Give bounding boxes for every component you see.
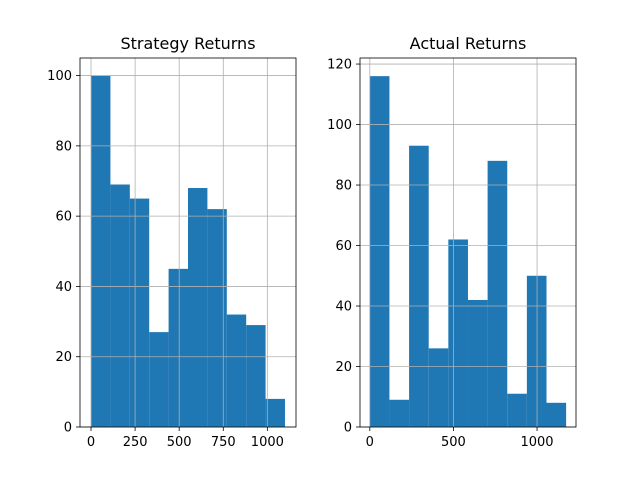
y-tick-label: 0 — [344, 421, 352, 436]
x-tick-label: 750 — [211, 435, 236, 450]
histogram-bar — [507, 393, 527, 427]
histogram-bar — [546, 402, 567, 427]
y-tick-label: 100 — [327, 118, 352, 133]
histogram-bar — [369, 76, 390, 428]
histogram-bar — [428, 348, 449, 427]
histogram-bar — [389, 399, 410, 427]
chart-title: Strategy Returns — [120, 34, 255, 53]
histogram-bar — [188, 188, 208, 427]
x-tick-label: 500 — [167, 435, 192, 450]
y-tick-label: 80 — [55, 139, 72, 154]
bars — [369, 76, 567, 428]
x-axis-ticks: 0 500 1000 — [366, 427, 554, 450]
y-tick-label: 80 — [335, 179, 352, 194]
y-axis-ticks: 0 20 40 60 80 100 — [47, 69, 80, 436]
histogram-bar — [448, 239, 468, 427]
y-tick-label: 40 — [55, 280, 72, 295]
histogram-bar — [168, 268, 188, 427]
x-axis-ticks: 0 250 500 750 1000 — [87, 427, 284, 450]
histogram-bar — [226, 314, 247, 427]
y-axis-ticks: 0 20 40 60 80 100 120 — [327, 58, 360, 436]
y-tick-label: 20 — [55, 350, 72, 365]
histogram-bar — [265, 398, 285, 427]
x-tick-label: 500 — [441, 435, 466, 450]
y-tick-label: 40 — [335, 300, 352, 315]
actual-returns-histogram: Actual Returns 0 500 1000 0 20 40 60 80 100 120 — [327, 34, 577, 450]
gridlines — [360, 58, 576, 428]
y-tick-label: 20 — [335, 360, 352, 375]
strategy-returns-histogram: Strategy Returns 0 250 500 750 1000 0 20 40 60 80… — [47, 34, 297, 450]
x-tick-label: 1000 — [251, 435, 284, 450]
y-tick-label: 120 — [327, 58, 352, 73]
axes-frame — [79, 57, 297, 428]
histogram-bar — [207, 209, 227, 427]
y-tick-label: 0 — [64, 421, 72, 436]
x-tick-label: 0 — [366, 435, 374, 450]
chart-title: Actual Returns — [410, 34, 527, 53]
x-tick-label: 1000 — [520, 435, 553, 450]
histogram-bar — [91, 75, 111, 427]
x-tick-label: 0 — [87, 435, 95, 450]
histogram-bar — [149, 332, 169, 427]
histogram-bar — [110, 184, 130, 427]
histogram-bar — [129, 198, 150, 427]
y-tick-label: 60 — [55, 210, 72, 225]
axes-frame — [359, 57, 577, 428]
histogram-bar — [246, 325, 266, 427]
gridlines — [80, 58, 296, 428]
histogram-bar — [409, 145, 429, 427]
y-tick-label: 100 — [47, 69, 72, 84]
y-tick-label: 60 — [335, 239, 352, 254]
x-tick-label: 250 — [123, 435, 148, 450]
histogram-bar — [487, 160, 508, 427]
bars — [91, 75, 285, 427]
histogram-bar — [467, 299, 488, 427]
